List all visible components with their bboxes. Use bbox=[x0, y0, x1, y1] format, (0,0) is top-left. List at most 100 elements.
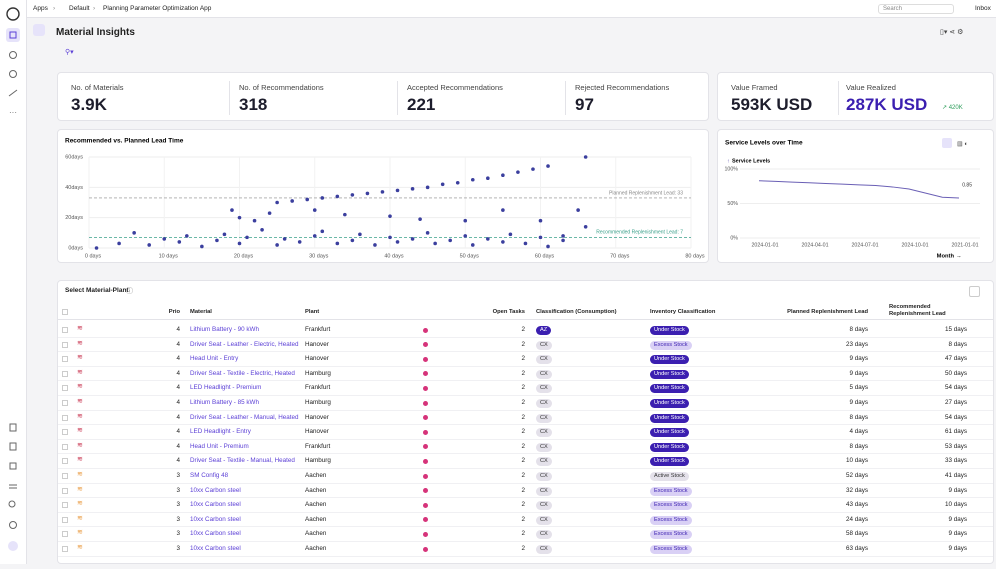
nav-icon[interactable] bbox=[9, 442, 17, 451]
kpi-card: Value Framed 593K USD Value Realized 287K U… bbox=[717, 72, 994, 121]
export-button[interactable] bbox=[969, 286, 980, 297]
material-link[interactable]: LED Headlight - Premium bbox=[190, 384, 262, 392]
breadcrumb[interactable]: Default bbox=[69, 5, 90, 12]
row-rule bbox=[58, 511, 993, 513]
header-checkbox[interactable] bbox=[62, 309, 68, 315]
material-link[interactable]: Lithium Battery - 90 kWh bbox=[190, 326, 259, 333]
scatter-point bbox=[267, 211, 272, 215]
row-checkbox[interactable] bbox=[62, 327, 68, 333]
cell-text: 4 bbox=[176, 457, 180, 465]
breadcrumb[interactable]: Planning Parameter Optimization App bbox=[103, 5, 212, 12]
row-checkbox[interactable] bbox=[62, 400, 68, 406]
material-link[interactable]: 10xx Carbon steel bbox=[190, 515, 241, 523]
row-checkbox[interactable] bbox=[62, 502, 68, 509]
avatar[interactable] bbox=[8, 541, 18, 551]
nav-icon[interactable] bbox=[9, 31, 17, 39]
inbox[interactable]: Inbox bbox=[975, 5, 991, 12]
row-checkbox[interactable] bbox=[62, 341, 68, 348]
material-link[interactable]: Head Unit - Entry bbox=[190, 355, 239, 363]
material-link[interactable]: Driver Seat - Textile - Electric, Heated bbox=[190, 369, 295, 377]
column-header[interactable]: Prio bbox=[168, 309, 180, 315]
scatter-point bbox=[252, 218, 257, 223]
cell-text: 2 bbox=[521, 442, 525, 450]
inventory-pill: Excess Stock bbox=[650, 340, 692, 350]
nav-icon[interactable] bbox=[8, 89, 18, 97]
search-placeholder[interactable]: Search bbox=[883, 6, 903, 12]
column-header[interactable]: Inventory Classification bbox=[650, 309, 716, 315]
nav-icon[interactable] bbox=[9, 70, 17, 78]
cell-text: 4 bbox=[176, 369, 180, 377]
scatter-point bbox=[425, 231, 430, 235]
row-checkbox[interactable] bbox=[62, 531, 68, 538]
material-link[interactable]: Head Unit - Premium bbox=[190, 442, 249, 450]
filter-button[interactable]: ⚲▾ bbox=[65, 49, 74, 56]
inventory-pill: Excess Stock bbox=[650, 530, 692, 540]
column-header[interactable]: Open Tasks bbox=[492, 309, 525, 315]
priority-icon: ≋ bbox=[77, 427, 83, 435]
chart-title: Recommended vs. Planned Lead Time bbox=[65, 138, 184, 145]
nav-more[interactable]: ··· bbox=[9, 108, 17, 117]
nav-icon[interactable] bbox=[9, 484, 17, 489]
classification-pill: CX bbox=[536, 413, 552, 423]
scatter-point bbox=[410, 187, 415, 191]
material-link[interactable]: 10xx Carbon steel bbox=[190, 501, 241, 509]
nav-icon[interactable] bbox=[9, 51, 17, 59]
kpi-value: 97 bbox=[575, 95, 594, 114]
nav-icon[interactable] bbox=[9, 423, 17, 432]
material-link[interactable]: Driver Seat - Textile - Manual, Heated bbox=[190, 457, 295, 465]
column-header[interactable]: Classification (Consumption) bbox=[536, 309, 617, 315]
material-link[interactable]: SM Config 48 bbox=[190, 472, 229, 479]
column-header[interactable]: Material bbox=[190, 309, 212, 315]
row-checkbox[interactable] bbox=[62, 443, 68, 450]
kpi-value: 221 bbox=[407, 95, 436, 114]
row-checkbox[interactable] bbox=[62, 385, 68, 392]
material-link[interactable]: Lithium Battery - 85 kWh bbox=[190, 399, 259, 406]
cell-text: 4 days bbox=[849, 428, 868, 436]
chart-toggle-active[interactable] bbox=[942, 138, 952, 148]
x-tick-label: 20 days bbox=[234, 253, 254, 259]
cell-text: 23 days bbox=[845, 340, 868, 348]
scatter-point bbox=[320, 196, 325, 200]
x-menu-arrow[interactable]: → bbox=[956, 254, 962, 260]
row-checkbox[interactable] bbox=[62, 414, 68, 421]
nav-active[interactable] bbox=[6, 28, 20, 42]
cell-text: 52 days bbox=[845, 472, 868, 479]
row-checkbox[interactable] bbox=[62, 516, 68, 523]
row-checkbox[interactable] bbox=[62, 429, 68, 436]
scatter-point bbox=[418, 217, 422, 221]
priority-icon: ≋ bbox=[77, 368, 83, 376]
row-checkbox[interactable] bbox=[62, 370, 68, 377]
cell-text: 2 bbox=[521, 399, 525, 406]
row-checkbox[interactable] bbox=[62, 473, 68, 479]
x-tick-label: 60 days bbox=[535, 253, 555, 259]
x-menu[interactable]: Month bbox=[937, 254, 955, 260]
row-rule bbox=[58, 467, 993, 469]
nav-icon[interactable] bbox=[8, 500, 16, 508]
classification-pill: CX bbox=[536, 428, 552, 438]
material-link[interactable]: LED Headlight - Entry bbox=[190, 428, 251, 436]
row-checkbox[interactable] bbox=[62, 458, 68, 465]
kpi-value: 318 bbox=[239, 95, 268, 114]
row-checkbox[interactable] bbox=[62, 356, 68, 363]
classification-pill: CX bbox=[536, 472, 552, 481]
material-link[interactable]: 10xx Carbon steel bbox=[190, 530, 241, 538]
material-link[interactable]: Driver Seat - Leather - Manual, Heated bbox=[190, 413, 299, 421]
scatter-point bbox=[230, 208, 234, 212]
column-header[interactable]: Planned Replenishment Lead bbox=[787, 309, 868, 315]
breadcrumb[interactable]: Apps bbox=[33, 5, 48, 12]
nav-icon[interactable] bbox=[9, 462, 17, 470]
row-checkbox[interactable] bbox=[62, 487, 68, 494]
material-link[interactable]: 10xx Carbon steel bbox=[190, 545, 241, 552]
search-box[interactable]: Search bbox=[878, 4, 954, 14]
column-header[interactable]: Recommended Replenishment Lead bbox=[889, 304, 946, 317]
nav-icon[interactable] bbox=[9, 521, 17, 529]
page-actions[interactable]: ▯▾ ⋖ ⚙ bbox=[940, 29, 964, 36]
scatter-point bbox=[455, 180, 460, 185]
material-link[interactable]: 10xx Carbon steel bbox=[190, 486, 241, 494]
row-checkbox[interactable] bbox=[62, 546, 68, 552]
material-link[interactable]: Driver Seat - Leather - Electric, Heated bbox=[190, 340, 299, 348]
chart-toggles[interactable]: ▥ ◐ bbox=[957, 142, 968, 148]
x-tick-label: 80 days bbox=[685, 253, 705, 259]
cell-text: 9 days bbox=[948, 545, 967, 552]
column-header[interactable]: Plant bbox=[305, 309, 320, 315]
